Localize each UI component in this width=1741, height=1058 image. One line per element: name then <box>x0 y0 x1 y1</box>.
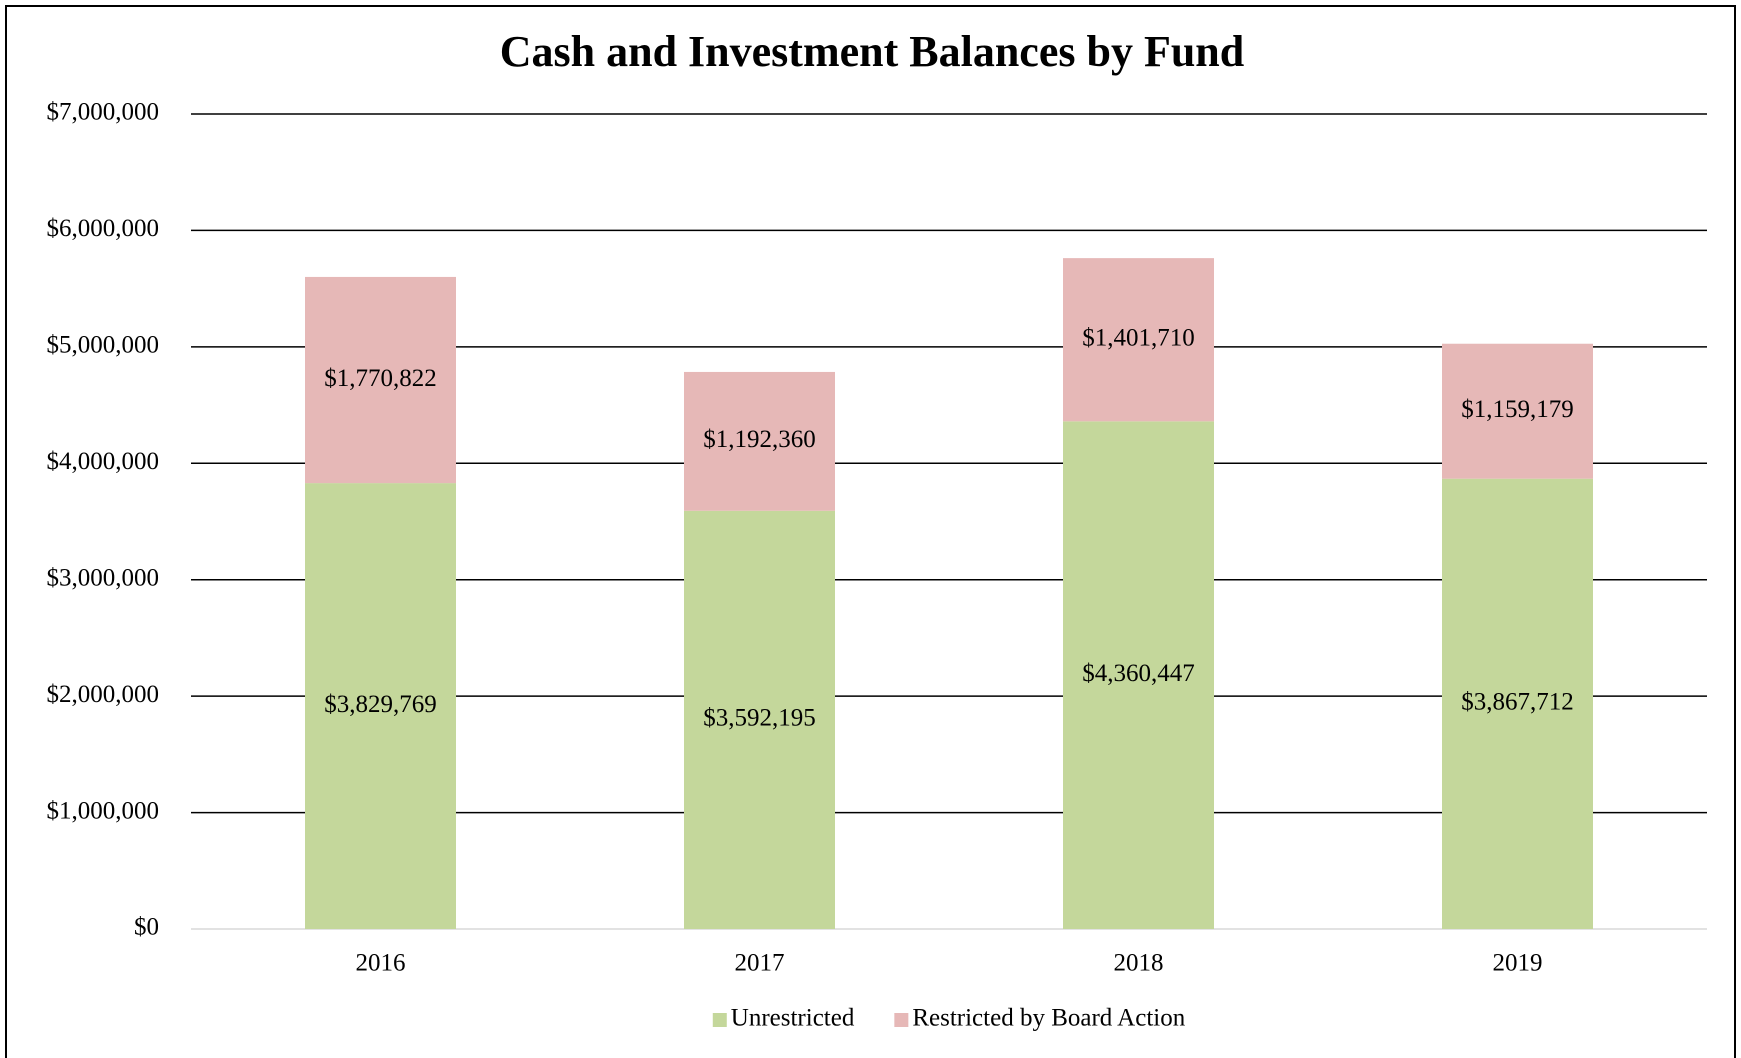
legend-marker <box>712 1013 727 1027</box>
data-label: $1,159,179 <box>1461 396 1574 423</box>
legend-label: Unrestricted <box>731 1005 855 1032</box>
data-label: $3,592,195 <box>703 705 816 732</box>
bar-segment <box>1442 478 1593 929</box>
chart-title: Cash and Investment Balances by Fund <box>500 27 1245 76</box>
data-label: $1,770,822 <box>324 365 437 392</box>
x-tick-label: 2018 <box>1114 950 1164 977</box>
data-label: $3,829,769 <box>324 691 437 718</box>
y-tick-label: $1,000,000 <box>47 797 160 824</box>
x-tick-label: 2017 <box>735 950 785 977</box>
bar-segment <box>1063 258 1214 422</box>
data-label: $3,867,712 <box>1461 689 1574 716</box>
y-tick-label: $5,000,000 <box>47 332 160 359</box>
data-label: $1,401,710 <box>1082 324 1195 351</box>
y-tick-label: $7,000,000 <box>47 99 160 126</box>
data-label: $1,192,360 <box>703 426 816 453</box>
y-tick-label: $2,000,000 <box>47 681 160 708</box>
x-tick-label: 2016 <box>356 950 406 977</box>
y-tick-label: $4,000,000 <box>47 448 160 475</box>
bar-segment <box>684 371 835 511</box>
y-tick-label: $0 <box>134 914 159 941</box>
data-label: $4,360,447 <box>1082 660 1195 687</box>
bar-segment <box>305 483 456 929</box>
bar-segment <box>305 276 456 484</box>
legend-marker <box>894 1013 909 1027</box>
x-tick-label: 2019 <box>1493 950 1543 977</box>
legend-label: Restricted by Board Action <box>912 1005 1185 1032</box>
bar-segment <box>1442 343 1593 479</box>
bar-segment <box>684 510 835 929</box>
chart-border <box>5 5 1736 1058</box>
bar-segment <box>1063 421 1214 929</box>
y-tick-label: $6,000,000 <box>47 215 160 242</box>
y-tick-label: $3,000,000 <box>47 564 160 591</box>
